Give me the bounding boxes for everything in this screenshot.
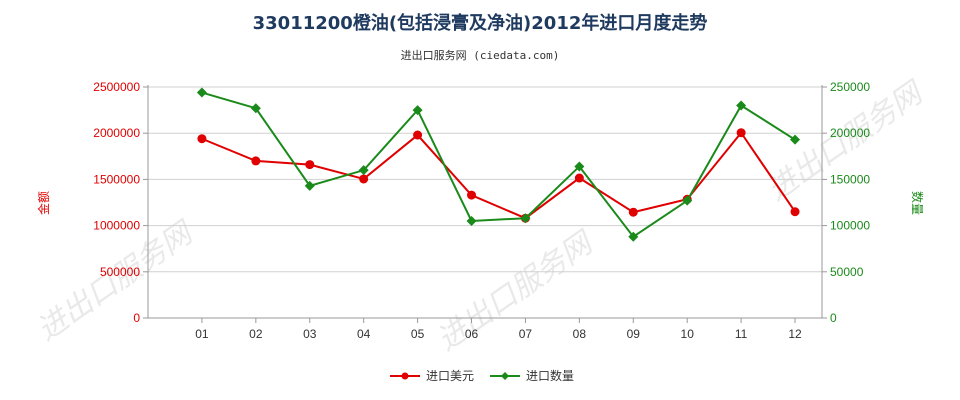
legend-swatch-marker (401, 372, 409, 380)
legend-label: 进口数量 (526, 368, 574, 383)
y-right-tick-label: 150000 (830, 172, 870, 186)
data-point-circle (305, 160, 315, 170)
x-tick-label: 11 (735, 327, 748, 341)
chart-title: 33011200橙油(包括浸膏及净油)2012年进口月度走势 (253, 12, 708, 34)
axes-layer: 0 500000 1000000 1500000 2000000 2500000 0 5000… (93, 80, 870, 341)
data-point-circle (467, 190, 477, 200)
data-point-diamond (574, 161, 585, 172)
data-point-circle (574, 173, 584, 183)
series-quantity (196, 87, 801, 242)
watermark-text: 进出口服务网 (31, 214, 202, 348)
legend-item: 进口数量 (490, 368, 574, 383)
series-value (197, 128, 800, 223)
x-tick-label: 09 (627, 327, 641, 341)
y-left-tick-label: 2500000 (93, 80, 140, 94)
grid-layer (148, 86, 822, 273)
y-left-tick-label: 1000000 (93, 219, 140, 233)
data-point-circle (197, 134, 207, 144)
legend-label: 进口美元 (426, 369, 474, 383)
x-tick-label: 10 (681, 327, 695, 341)
data-point-diamond (682, 195, 693, 206)
x-tick-label: 01 (195, 327, 209, 341)
x-tick-label: 08 (573, 327, 587, 341)
y-left-tick-label: 2000000 (93, 126, 140, 140)
x-tick-label: 04 (357, 327, 371, 341)
data-point-diamond (250, 103, 261, 114)
data-point-diamond (358, 165, 369, 176)
y-right-tick-label: 50000 (830, 265, 864, 279)
data-point-diamond (304, 180, 315, 191)
data-point-circle (413, 130, 423, 140)
y-left-axis-label: 金额 (36, 191, 51, 215)
data-point-circle (359, 174, 369, 184)
x-tick-label: 12 (788, 327, 802, 341)
y-left-tick-label: 500000 (100, 265, 140, 279)
y-left-tick-label: 0 (133, 311, 140, 325)
y-right-tick-label: 250000 (830, 80, 870, 94)
legend-swatch-marker (501, 372, 509, 380)
legend-item: 进口美元 (390, 369, 474, 383)
data-point-diamond (412, 105, 423, 116)
y-right-tick-label: 100000 (830, 219, 870, 233)
series-line (201, 131, 796, 220)
x-tick-label: 05 (411, 327, 425, 341)
y-right-tick-label: 200000 (830, 126, 870, 140)
data-point-diamond (196, 87, 207, 98)
series-layer (196, 87, 801, 242)
x-tick-label: 06 (465, 327, 479, 341)
y-right-tick-label: 0 (830, 311, 837, 325)
y-left-tick-label: 1500000 (93, 172, 140, 186)
legend: 进口美元 进口数量 (390, 368, 574, 383)
series-line (201, 91, 796, 239)
data-point-diamond (736, 100, 747, 111)
chart-subtitle: 进出口服务网 (ciedata.com) (401, 48, 560, 62)
x-tick-label: 03 (303, 327, 317, 341)
x-tick-label: 07 (519, 327, 533, 341)
x-tick-label: 02 (249, 327, 263, 341)
data-point-diamond (790, 134, 801, 145)
data-point-circle (790, 207, 800, 217)
data-point-circle (736, 128, 746, 138)
data-point-diamond (520, 213, 531, 224)
data-point-diamond (466, 215, 477, 226)
y-right-axis-label: 数量 (910, 191, 925, 215)
data-point-circle (251, 156, 261, 166)
data-point-diamond (628, 231, 639, 242)
data-point-circle (628, 207, 638, 217)
watermark-text: 进出口服务网 (761, 74, 932, 208)
